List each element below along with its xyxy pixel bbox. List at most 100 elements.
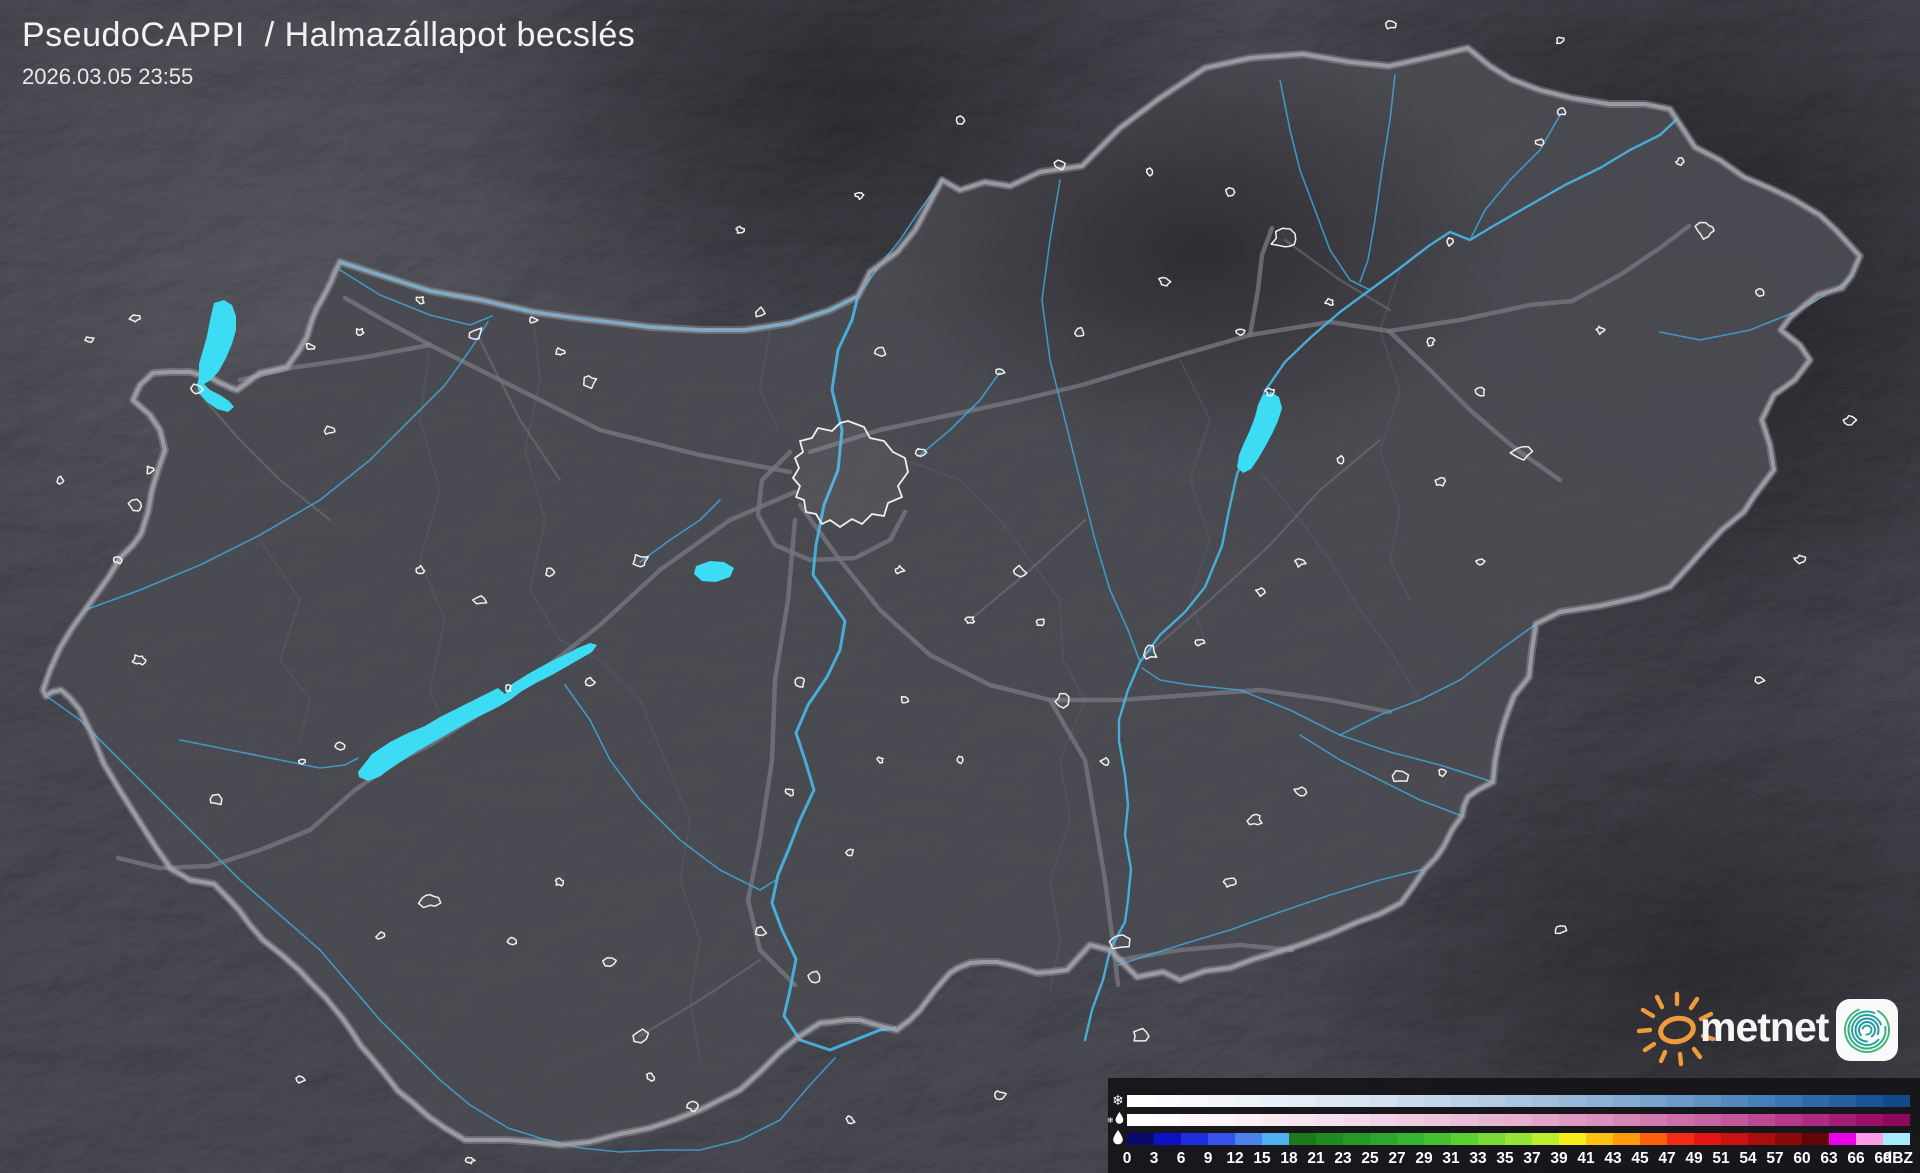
rivers: [45, 74, 1851, 1153]
legend-segment: [1289, 1114, 1316, 1126]
city-outline: [131, 654, 147, 666]
legend-segment: [1424, 1095, 1451, 1107]
city-outline: [1264, 387, 1275, 397]
legend-segment: [1640, 1114, 1667, 1126]
river: [339, 269, 493, 326]
highway: [115, 489, 798, 871]
city-outline: [1099, 757, 1110, 766]
city-outline: [844, 848, 855, 857]
legend-segment: [1370, 1114, 1397, 1126]
city-outline: [632, 553, 650, 568]
legend-segment: [1802, 1114, 1829, 1126]
legend-tick-label: 18: [1280, 1150, 1298, 1167]
legend-segment: [1721, 1114, 1748, 1126]
city-outlines: [56, 19, 1858, 1165]
legend-segment: [1208, 1095, 1235, 1107]
legend-tick-label: 9: [1203, 1150, 1213, 1167]
legend-segment: [1343, 1114, 1370, 1126]
city-outline: [1556, 107, 1567, 116]
lake-ferto: [197, 300, 236, 412]
legend-tick-label: 37: [1523, 1150, 1541, 1167]
legend-segment: [1343, 1133, 1370, 1145]
road: [478, 338, 562, 482]
city-outline: [417, 893, 442, 909]
legend-segment: [1127, 1095, 1154, 1107]
legend-tick-label: 3: [1149, 1150, 1159, 1167]
city-outline: [1293, 786, 1308, 797]
legend-segment: [1856, 1114, 1883, 1126]
road: [194, 388, 332, 522]
legend-segment: [1532, 1133, 1559, 1145]
city-outline: [602, 957, 618, 968]
city-outline: [1294, 558, 1307, 568]
city-outline: [506, 936, 518, 946]
legend-segment: [1667, 1133, 1694, 1145]
city-outline: [415, 296, 425, 305]
legend-segment: [1478, 1133, 1505, 1145]
metnet-wordmark: metnet: [1700, 1004, 1829, 1050]
city-outline: [1157, 276, 1172, 287]
legend-segment: [1505, 1114, 1532, 1126]
river: [1141, 667, 1494, 783]
river-danube: [770, 294, 897, 1052]
timestamp: 2026.03.05 23:55: [22, 64, 194, 89]
legend-segment: [1721, 1133, 1748, 1145]
river: [1339, 623, 1537, 736]
city-outline: [127, 498, 143, 512]
city-outline: [505, 683, 512, 693]
city-outline: [1475, 558, 1486, 566]
legend-tick-label: 12: [1226, 1150, 1244, 1167]
legend-segment: [1640, 1133, 1667, 1145]
legend-segment: [1586, 1095, 1613, 1107]
legend-segment: [1424, 1114, 1451, 1126]
legend-tick-label: 0: [1122, 1150, 1132, 1167]
city-outline: [1012, 564, 1028, 578]
city-outline: [1224, 186, 1236, 197]
river: [1117, 868, 1426, 966]
legend-tick-label: 63: [1820, 1150, 1838, 1167]
city-outline: [297, 758, 307, 766]
legend-color-bar: [1127, 1114, 1910, 1126]
legend-segment: [1721, 1095, 1748, 1107]
river: [1659, 279, 1851, 341]
legend-segment: [1181, 1114, 1208, 1126]
legend-tick-label: 21: [1307, 1150, 1325, 1167]
lake-balaton: [358, 643, 597, 781]
legend-tick-label: 54: [1739, 1150, 1757, 1167]
city-outline: [1246, 813, 1263, 826]
city-outline: [784, 788, 795, 797]
legend-segment: [1451, 1133, 1478, 1145]
metnet-app-icon: [1836, 999, 1898, 1061]
city-outline: [1391, 770, 1410, 783]
legend-tick-label: 31: [1442, 1150, 1460, 1167]
legend-segment: [1343, 1095, 1370, 1107]
river-tisza: [1083, 118, 1678, 1042]
legend-segment: [1694, 1095, 1721, 1107]
legend-segment: [1289, 1133, 1316, 1145]
legend-segment: [1559, 1095, 1586, 1107]
legend-tick-label: 25: [1361, 1150, 1379, 1167]
city-outline: [1793, 554, 1807, 565]
legend-tick-label: 47: [1658, 1150, 1676, 1167]
city-outline: [754, 306, 766, 318]
highway: [755, 449, 908, 563]
city-outline: [415, 564, 426, 575]
city-outline: [645, 1072, 656, 1082]
legend-segment: [1748, 1095, 1775, 1107]
city-outline: [1694, 221, 1715, 240]
county-border: [1179, 359, 1211, 641]
legend-segment: [1235, 1114, 1262, 1126]
city-outline: [189, 383, 205, 395]
river: [857, 179, 943, 297]
legend-color-bar: [1127, 1095, 1910, 1107]
legend-segment: [1505, 1095, 1532, 1107]
legend-tick-label: 33: [1469, 1150, 1487, 1167]
legend-segment: [1451, 1095, 1478, 1107]
river: [84, 321, 489, 611]
legend-tick-label: 51: [1712, 1150, 1730, 1167]
legend-bars: [1127, 1095, 1910, 1152]
river: [919, 371, 1001, 456]
raindrop-icon: [1110, 1130, 1126, 1149]
highway: [745, 517, 798, 988]
